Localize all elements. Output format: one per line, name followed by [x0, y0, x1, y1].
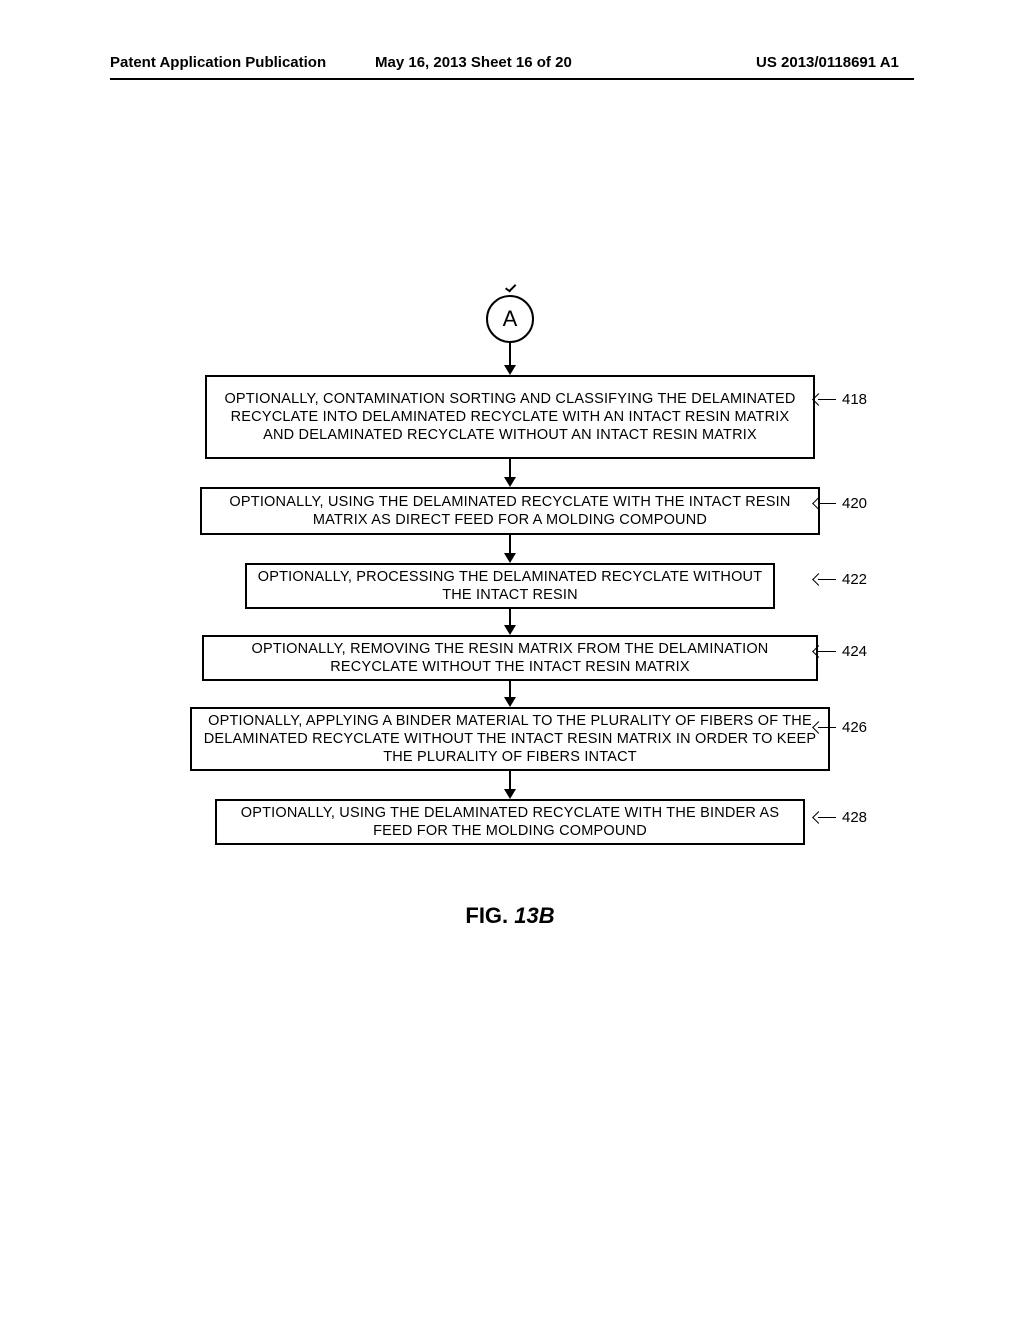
connector-label: A — [503, 306, 518, 332]
arrow-head-icon — [504, 477, 516, 487]
process-box-text: OPTIONALLY, REMOVING THE RESIN MATRIX FR… — [214, 640, 806, 676]
arrow-head-icon — [504, 365, 516, 375]
header-right: US 2013/0118691 A1 — [756, 54, 899, 71]
connector-tick-icon — [505, 285, 515, 293]
arrow-line — [509, 681, 511, 697]
arrow-head-icon — [504, 789, 516, 799]
process-box: OPTIONALLY, APPLYING A BINDER MATERIAL T… — [190, 707, 830, 771]
ref-number: 418 — [842, 391, 867, 408]
figure-caption-number: 13B — [514, 903, 554, 928]
arrow-head-icon — [504, 625, 516, 635]
process-box: OPTIONALLY, REMOVING THE RESIN MATRIX FR… — [202, 635, 818, 681]
ref-leader — [818, 651, 836, 652]
ref-number: 422 — [842, 571, 867, 588]
header-left: Patent Application Publication — [110, 54, 326, 71]
arrow-head-icon — [504, 553, 516, 563]
ref-leader — [818, 817, 836, 818]
process-box: OPTIONALLY, USING THE DELAMINATED RECYCL… — [200, 487, 820, 535]
arrow-line — [509, 459, 511, 477]
ref-number: 420 — [842, 495, 867, 512]
process-box-text: OPTIONALLY, USING THE DELAMINATED RECYCL… — [212, 493, 808, 529]
ref-leader — [818, 399, 836, 400]
process-box-text: OPTIONALLY, CONTAMINATION SORTING AND CL… — [217, 390, 803, 444]
header-rule — [110, 78, 914, 80]
process-box: OPTIONALLY, CONTAMINATION SORTING AND CL… — [205, 375, 815, 459]
arrow-line — [509, 609, 511, 625]
header-middle: May 16, 2013 Sheet 16 of 20 — [375, 54, 572, 71]
arrow-line — [509, 535, 511, 553]
process-box-text: OPTIONALLY, USING THE DELAMINATED RECYCL… — [227, 804, 793, 840]
process-box-text: OPTIONALLY, APPLYING A BINDER MATERIAL T… — [202, 712, 818, 766]
ref-number: 428 — [842, 809, 867, 826]
figure-caption: FIG. 13B — [465, 903, 554, 929]
process-box: OPTIONALLY, USING THE DELAMINATED RECYCL… — [215, 799, 805, 845]
process-box: OPTIONALLY, PROCESSING THE DELAMINATED R… — [245, 563, 775, 609]
arrow-head-icon — [504, 697, 516, 707]
ref-leader — [818, 727, 836, 728]
figure-caption-prefix: FIG. — [465, 903, 514, 928]
ref-number: 424 — [842, 643, 867, 660]
ref-number: 426 — [842, 719, 867, 736]
arrow-line — [509, 343, 511, 365]
ref-leader — [818, 503, 836, 504]
connector-a: A — [486, 295, 534, 343]
arrow-line — [509, 771, 511, 789]
ref-leader — [818, 579, 836, 580]
process-box-text: OPTIONALLY, PROCESSING THE DELAMINATED R… — [257, 568, 763, 604]
